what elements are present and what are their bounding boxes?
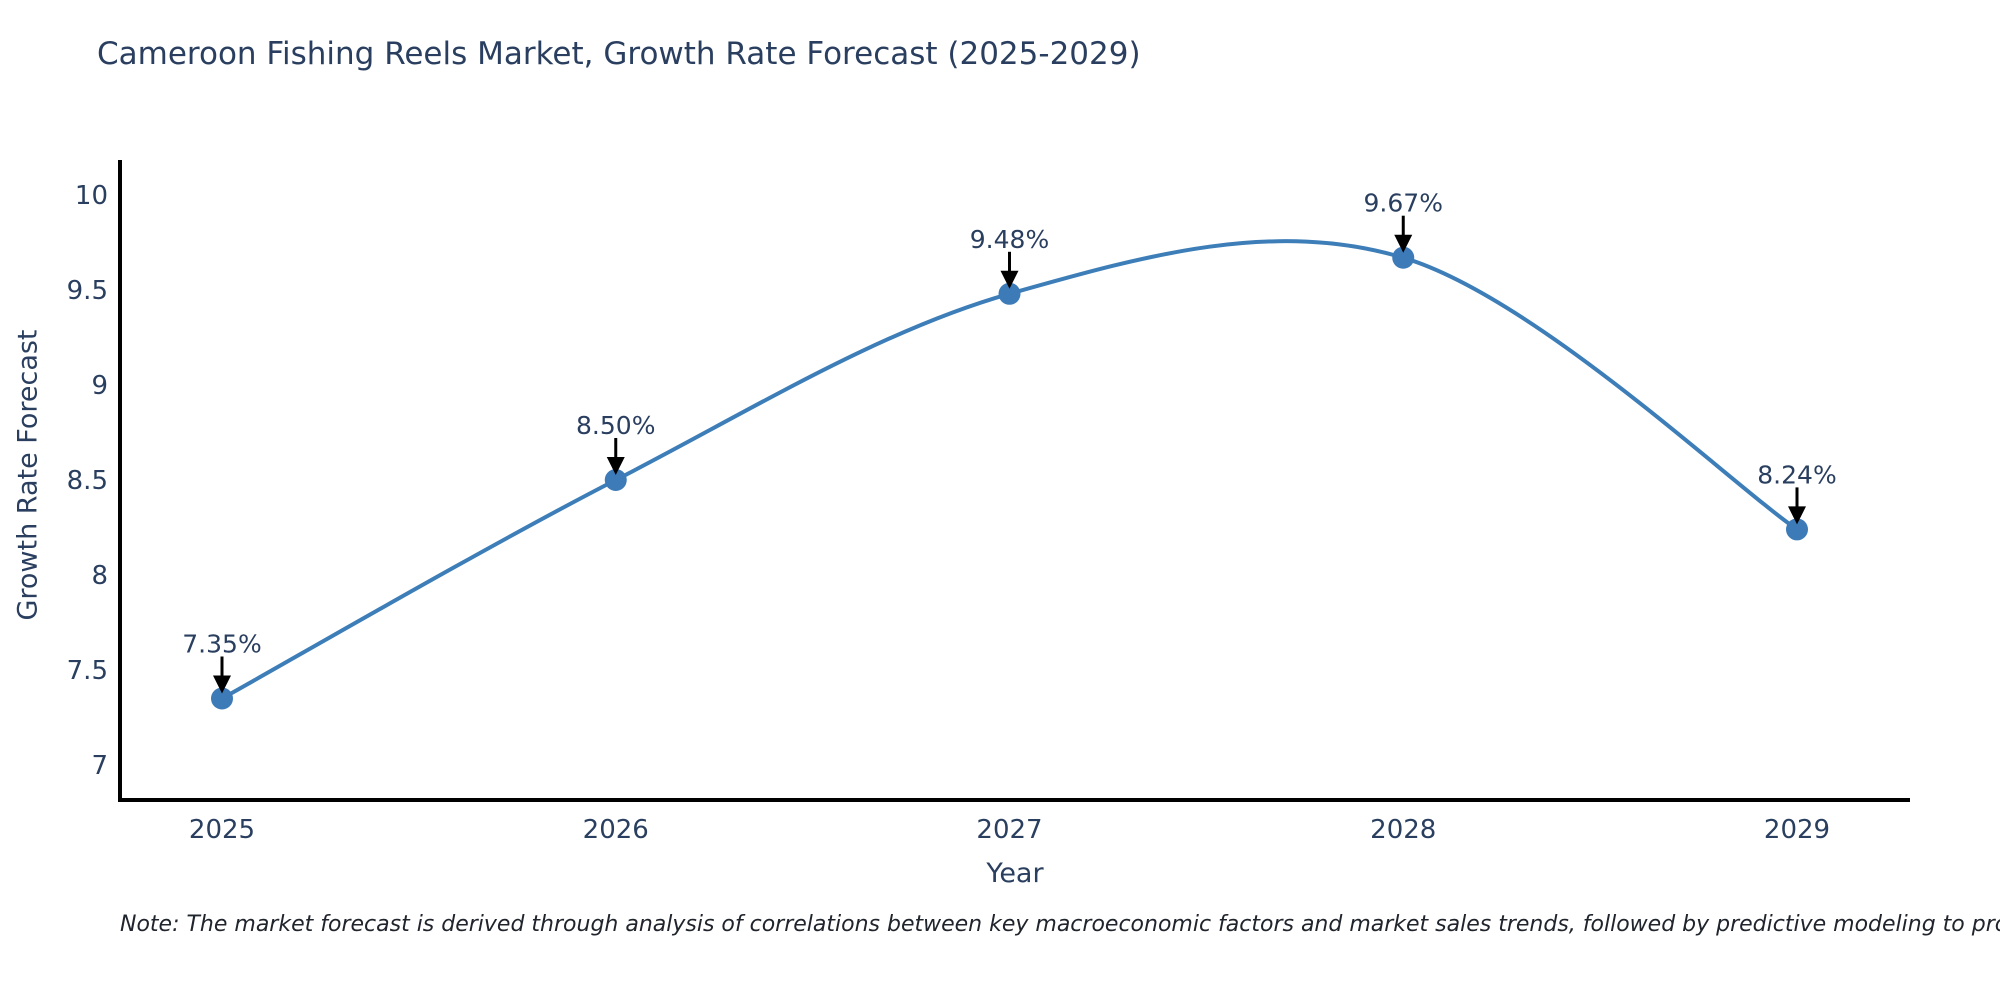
y-tick-label: 7.5	[67, 656, 108, 686]
x-tick-label: 2029	[1764, 815, 1830, 845]
annotation-arrow-head	[1394, 234, 1413, 253]
y-tick-label: 8	[91, 561, 108, 591]
point-value-label: 7.35%	[182, 630, 261, 659]
data-point[interactable]	[1786, 518, 1808, 541]
annotation-arrow-head	[606, 457, 625, 475]
annotation-arrow-head	[1788, 506, 1806, 525]
y-axis-title: Growth Rate Forecast	[12, 329, 44, 621]
y-tick-label: 9	[91, 371, 108, 401]
x-tick-label: 2025	[189, 815, 255, 845]
x-tick-label: 2028	[1370, 815, 1436, 845]
footnote: Note: The market forecast is derived thr…	[120, 912, 2000, 937]
chart-title: Cameroon Fishing Reels Market, Growth Ra…	[97, 36, 1141, 72]
x-tick-label: 2026	[583, 815, 649, 845]
data-point[interactable]	[998, 282, 1021, 305]
point-value-label: 8.24%	[1757, 460, 1836, 489]
y-tick-label: 10	[75, 181, 108, 211]
point-value-label: 8.50%	[576, 411, 655, 440]
y-tick-label: 7	[91, 751, 108, 781]
point-value-label: 9.67%	[1364, 189, 1443, 218]
x-tick-label: 2027	[976, 815, 1042, 845]
y-tick-label: 9.5	[67, 276, 108, 306]
y-tick-label: 8.5	[67, 466, 108, 496]
x-axis-title: Year	[986, 858, 1044, 889]
point-value-label: 9.48%	[970, 225, 1049, 254]
annotation-arrow-head	[213, 675, 231, 694]
trend-line	[221, 239, 1799, 701]
data-point[interactable]	[211, 687, 233, 710]
annotation-arrow-head	[1000, 270, 1019, 289]
data-point[interactable]	[604, 469, 627, 491]
data-point[interactable]	[1392, 246, 1415, 269]
